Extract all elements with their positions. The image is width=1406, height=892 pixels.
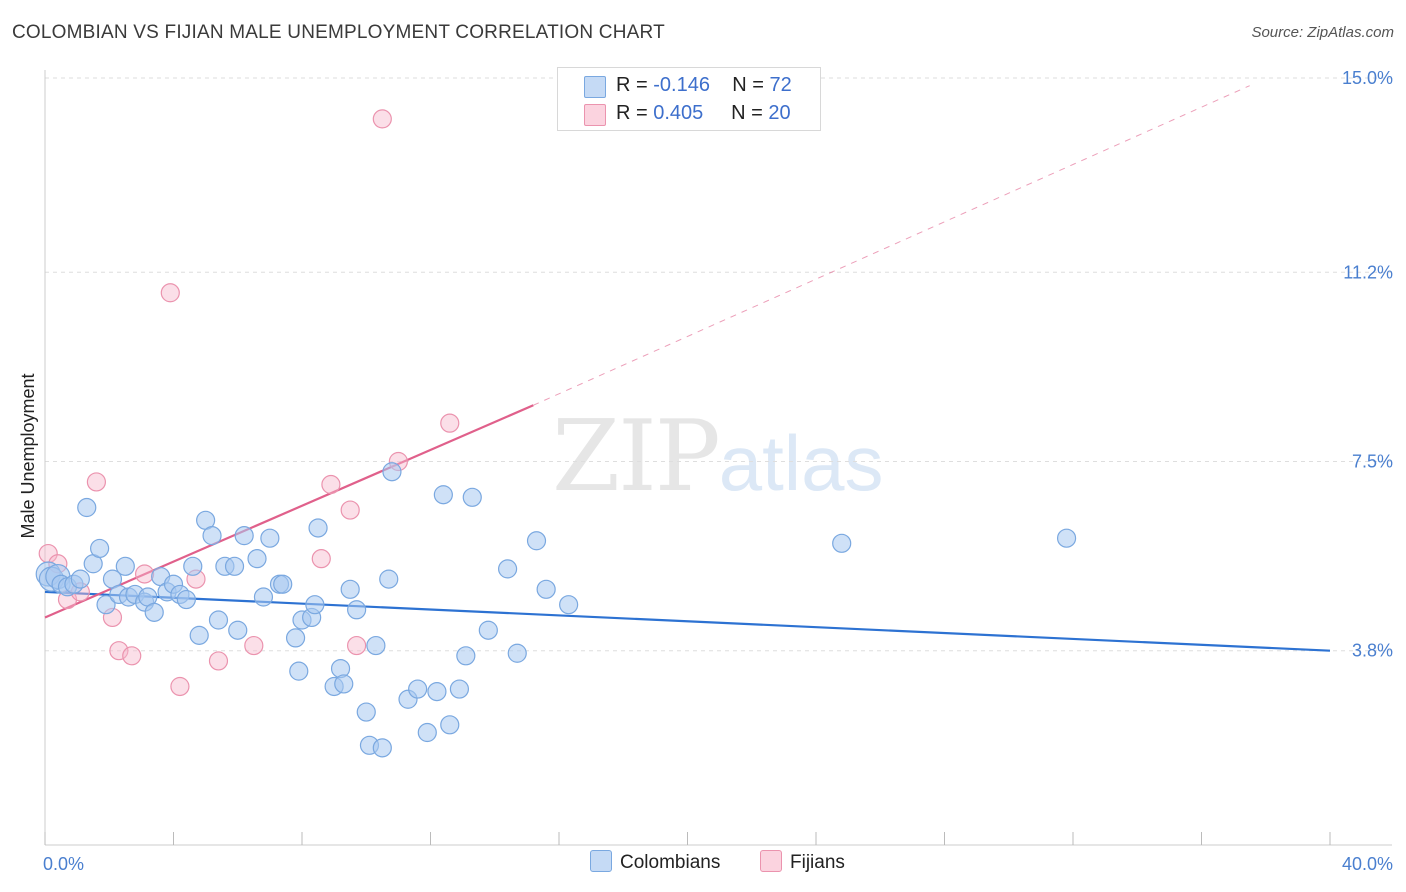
point-colombians [184,557,202,575]
y-tick-label: 11.2% [1343,262,1393,282]
bottom-legend-swatch-fijians [760,850,782,872]
bottom-legend-label-colombians: Colombians [620,852,720,873]
point-colombians [348,601,366,619]
point-colombians [528,532,546,550]
point-colombians [78,499,96,517]
point-colombians [254,588,272,606]
legend-n-value: 20 [768,102,790,124]
bottom-legend-colombians: Colombians [590,850,720,874]
point-colombians [306,596,324,614]
point-colombians [309,519,327,537]
x-tick-label: 0.0% [43,854,84,874]
tick-labels: 3.8% 7.5% 11.2% 15.0% 0.0% 40.0% [43,68,1393,874]
point-colombians [428,683,446,701]
point-fijians [245,637,263,655]
correlation-legend: R = -0.146 N = 72 R = 0.405 N = 20 [557,67,821,131]
point-colombians [335,675,353,693]
point-colombians [357,703,375,721]
y-tick-label: 15.0% [1342,68,1393,88]
point-colombians [91,539,109,557]
point-fijians [348,637,366,655]
point-colombians [261,529,279,547]
point-colombians [235,527,253,545]
point-fijians [171,677,189,695]
y-axis-label: Male Unemployment [18,373,38,538]
point-colombians [380,570,398,588]
point-colombians [290,662,308,680]
point-fijians [373,110,391,128]
point-colombians [409,680,427,698]
gridlines [45,78,1392,651]
point-colombians [434,486,452,504]
point-fijians [123,647,141,665]
point-colombians [441,716,459,734]
y-tick-label: 7.5% [1352,452,1393,472]
point-colombians [287,629,305,647]
point-fijians [209,652,227,670]
legend-n-label: N = [731,102,763,124]
point-colombians [560,596,578,614]
legend-swatch-fijians [584,104,606,126]
point-colombians [209,611,227,629]
trend-extension-fijians [533,86,1249,406]
x-tick-label: 40.0% [1342,854,1393,874]
point-fijians [161,284,179,302]
legend-r-value: 0.405 [653,102,703,124]
point-colombians [1058,529,1076,547]
point-colombians [226,557,244,575]
point-colombians [116,557,134,575]
legend-swatch-colombians [584,76,606,98]
point-colombians [177,591,195,609]
point-colombians [508,644,526,662]
point-colombians [341,580,359,598]
point-colombians [229,621,247,639]
point-colombians [537,580,555,598]
point-colombians [367,637,385,655]
scatter-chart: 3.8% 7.5% 11.2% 15.0% 0.0% 40.0% Male Unemplo… [0,0,1406,892]
legend-n-label: N = [732,74,764,96]
point-colombians [463,488,481,506]
point-fijians [341,501,359,519]
point-colombians [274,575,292,593]
bottom-legend-label-fijians: Fijians [790,852,845,873]
legend-r-label: R = [616,102,648,124]
point-fijians [136,565,154,583]
point-colombians [479,621,497,639]
point-fijians [441,414,459,432]
legend-r-value: -0.146 [653,74,710,96]
axes [45,70,1392,845]
point-colombians [71,570,89,588]
data-points [36,110,1075,757]
point-fijians [87,473,105,491]
point-colombians [373,739,391,757]
point-colombians [145,603,163,621]
point-colombians [418,724,436,742]
point-colombians [190,626,208,644]
point-fijians [322,476,340,494]
point-colombians [833,534,851,552]
point-colombians [499,560,517,578]
y-tick-label: 3.8% [1352,641,1393,661]
legend-r-label: R = [616,74,648,96]
point-colombians [457,647,475,665]
legend-n-value: 72 [769,74,791,96]
point-colombians [203,527,221,545]
point-colombians [248,550,266,568]
point-fijians [312,550,330,568]
bottom-legend-swatch-colombians [590,850,612,872]
point-colombians [450,680,468,698]
bottom-legend-fijians: Fijians [760,850,845,874]
point-colombians [383,463,401,481]
